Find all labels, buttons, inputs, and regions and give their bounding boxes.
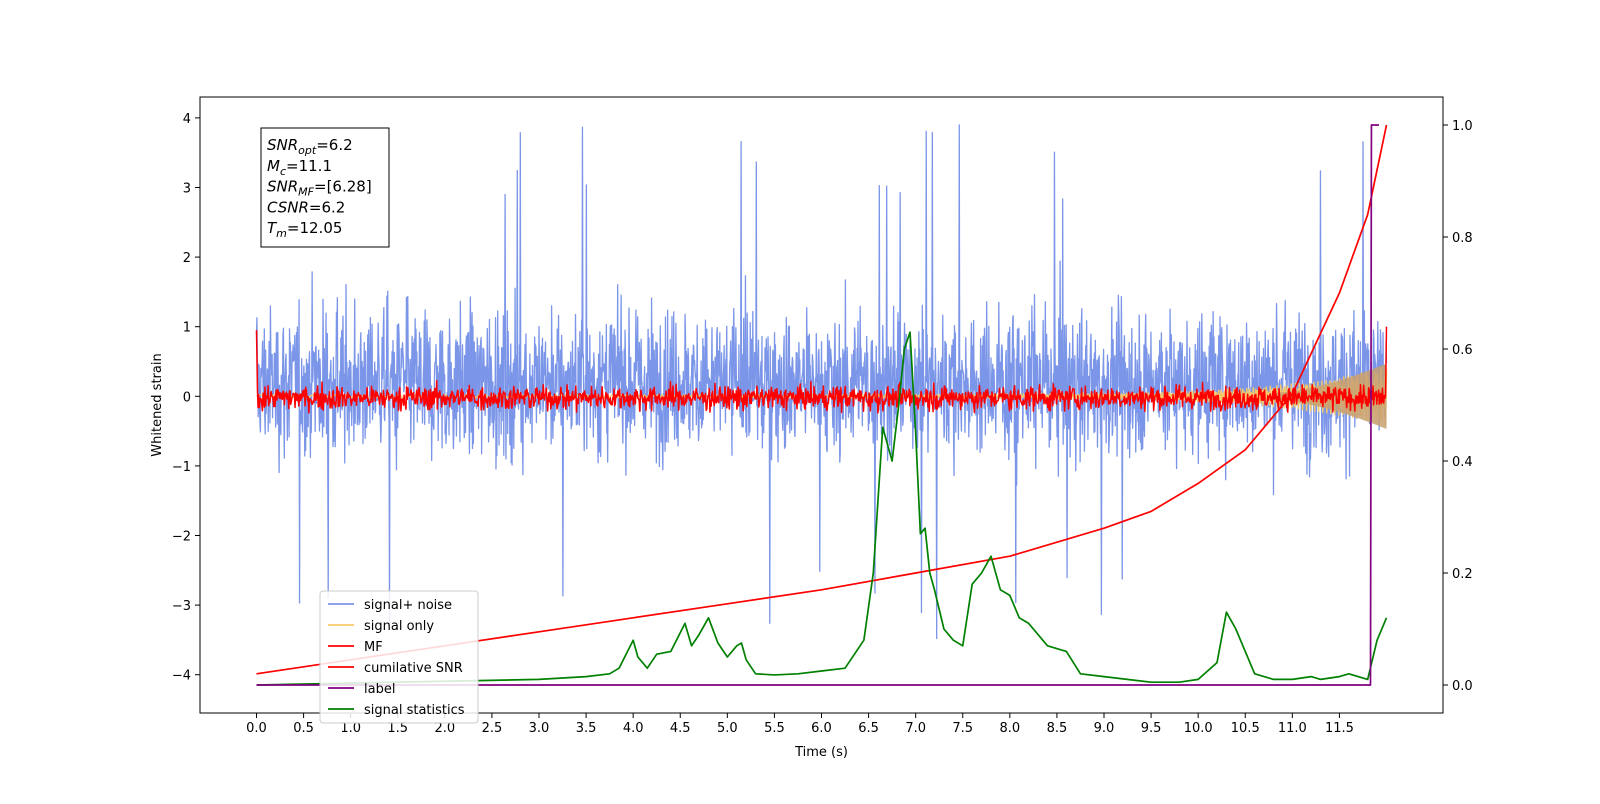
x-tick-label: 9.5	[1141, 721, 1162, 736]
y-axis-label: Whitened strain	[150, 353, 165, 456]
axes: 0.0 0.5 1.0 1.5 2.0 2.5 3.0 3.5 4.0 4.5 5.0 5.5 6.0 6…	[150, 96, 1473, 760]
x-tick-label: 10.0	[1184, 721, 1213, 736]
x-tick-label: 6.5	[858, 721, 879, 736]
annotation-line: Tm=12.05	[267, 219, 342, 240]
plot-area	[255, 124, 1388, 686]
y-tick-label: 3	[183, 181, 191, 196]
x-tick-label: 11.0	[1278, 721, 1307, 736]
annotation-line: CSNR=6.2	[267, 198, 345, 216]
x-tick-label: 1.0	[340, 721, 361, 736]
x-tick-label: 11.5	[1325, 721, 1354, 736]
x-tick-label: 5.0	[717, 721, 738, 736]
legend-entry: cumilative SNR	[364, 661, 463, 676]
y2-tick-label: 0.6	[1452, 343, 1473, 358]
x-tick-label: 7.5	[952, 721, 973, 736]
y2-tick-label: 1.0	[1452, 119, 1473, 134]
legend: signal+ noise signal only MF cumilative SNR…	[319, 590, 479, 724]
y-tick-label: −1	[172, 460, 191, 475]
y-tick-label: 1	[183, 321, 191, 336]
annotation-line: Mc=11.1	[267, 157, 332, 178]
series-mf-line	[255, 326, 1388, 414]
legend-entry: signal statistics	[364, 703, 465, 718]
series-signal-statistics-line	[256, 331, 1388, 686]
x-tick-label: 5.5	[764, 721, 785, 736]
x-tick-label: 3.5	[576, 721, 597, 736]
series-label-line	[256, 124, 1379, 686]
series-cumulative-snr-line	[256, 124, 1388, 675]
y2-tick-label: 0.2	[1452, 567, 1473, 582]
y-tick-label: −2	[172, 530, 191, 545]
series-signal-noise-line	[255, 124, 1388, 640]
x-tick-label: 6.0	[811, 721, 832, 736]
y2-tick-label: 0.8	[1452, 231, 1473, 246]
x-tick-label: 2.5	[482, 721, 503, 736]
series-layer	[255, 124, 1388, 686]
legend-entry: MF	[364, 640, 383, 655]
y-tick-label: −3	[172, 599, 191, 614]
legend-entry: label	[364, 682, 395, 697]
legend-entry: signal+ noise	[364, 598, 452, 613]
x-tick-label: 10.5	[1231, 721, 1260, 736]
x-tick-label: 0.5	[293, 721, 314, 736]
legend-entry: signal only	[364, 619, 434, 634]
x-tick-label: 1.5	[387, 721, 408, 736]
annotation-frame	[260, 127, 390, 248]
x-axis-label: Time (s)	[794, 745, 848, 760]
x-tick-label: 4.5	[670, 721, 691, 736]
annotation-line: SNRopt=6.2	[267, 136, 353, 157]
x-tick-label: 4.0	[623, 721, 644, 736]
annotation-line: SNRMF=[6.28]	[267, 178, 372, 199]
x-tick-label: 7.0	[905, 721, 926, 736]
x-tick-label: 0.0	[246, 721, 267, 736]
y2-tick-label: 0.0	[1452, 679, 1473, 694]
x-tick-label: 8.0	[999, 721, 1020, 736]
x-tick-label: 9.0	[1094, 721, 1115, 736]
y-tick-label: 0	[183, 390, 191, 405]
y2-tick-label: 0.4	[1452, 455, 1473, 470]
y-tick-label: 4	[183, 112, 191, 127]
x-tick-label: 3.0	[529, 721, 550, 736]
y-tick-label: −4	[172, 669, 191, 684]
y-tick-label: 2	[183, 251, 191, 266]
legend-frame	[319, 590, 479, 724]
x-tick-label: 8.5	[1047, 721, 1068, 736]
x-tick-label: 2.0	[434, 721, 455, 736]
